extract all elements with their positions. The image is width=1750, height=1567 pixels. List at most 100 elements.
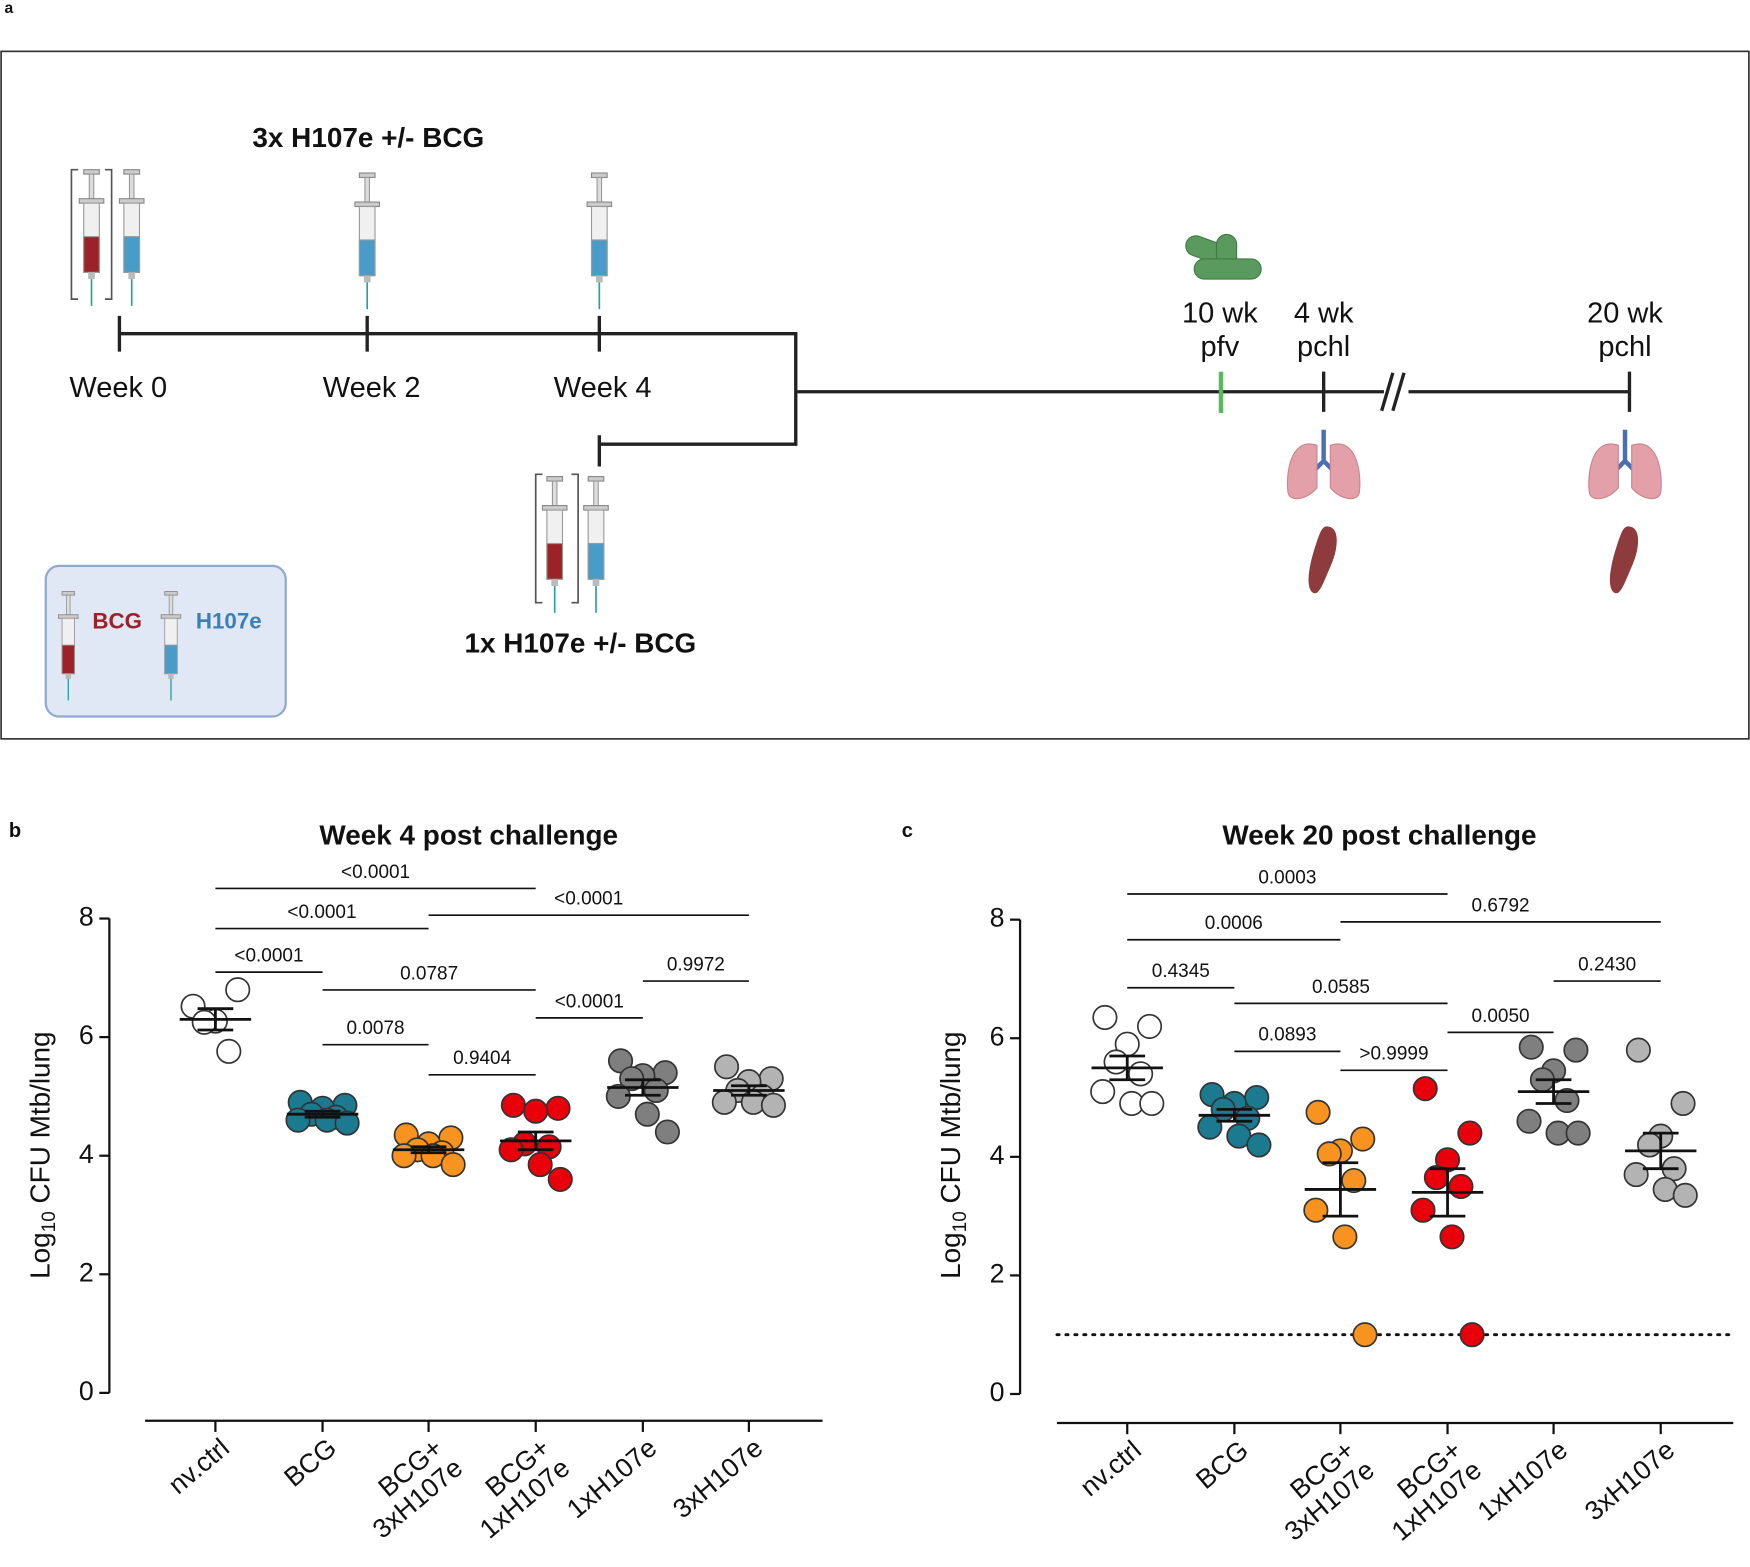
bacteria bbox=[1185, 233, 1262, 280]
milestone-label: 4 wk bbox=[1294, 297, 1354, 329]
sem-bar bbox=[731, 1084, 767, 1097]
panel-label: a bbox=[4, 0, 13, 17]
data-point bbox=[1103, 1049, 1129, 1075]
p-value: 0.9972 bbox=[667, 954, 725, 975]
y-axis-label-sub: 10 bbox=[950, 1211, 971, 1232]
spleen-icon bbox=[1308, 526, 1337, 594]
data-point bbox=[1459, 1322, 1485, 1348]
sem-bar bbox=[1322, 1161, 1359, 1218]
data-point bbox=[440, 1152, 466, 1178]
sem-bar bbox=[1642, 1131, 1679, 1171]
data-point bbox=[216, 1038, 242, 1064]
top-title: 3x H107e +/- BCG bbox=[252, 122, 484, 153]
sem-bar bbox=[625, 1078, 661, 1097]
legend-label: BCG bbox=[92, 609, 142, 634]
data-point bbox=[1303, 1197, 1329, 1223]
legend-label: H107e bbox=[196, 609, 262, 634]
y-tick-label: 6 bbox=[79, 1020, 94, 1050]
x-tick-label: 3xH107e bbox=[1579, 1435, 1680, 1527]
data-point bbox=[1516, 1108, 1542, 1134]
data-point bbox=[225, 977, 251, 1003]
data-point bbox=[1636, 1132, 1663, 1158]
sem-bar bbox=[1535, 1078, 1572, 1105]
p-value: <0.0001 bbox=[341, 862, 410, 883]
p-value: <0.0001 bbox=[287, 902, 356, 923]
data-point bbox=[1565, 1120, 1591, 1146]
milestone-label: 10 wk bbox=[1182, 297, 1258, 329]
y-tick-label: 2 bbox=[990, 1258, 1005, 1288]
y-tick-label: 0 bbox=[79, 1376, 94, 1406]
data-point bbox=[334, 1110, 360, 1136]
data-point bbox=[1092, 1004, 1118, 1031]
week-label: Week 0 bbox=[69, 372, 167, 404]
p-value: >0.9999 bbox=[1359, 1044, 1428, 1065]
p-value: 0.0893 bbox=[1258, 1025, 1316, 1046]
chart-title: Week 20 post challenge bbox=[1222, 819, 1536, 850]
data-point bbox=[523, 1098, 549, 1124]
p-value: <0.0001 bbox=[554, 889, 623, 910]
milestone-label: pchl bbox=[1297, 331, 1350, 363]
y-tick-label: 6 bbox=[990, 1021, 1005, 1051]
data-point bbox=[760, 1092, 786, 1118]
lung-icon bbox=[1589, 430, 1661, 499]
panel-label: c bbox=[902, 820, 913, 842]
p-value: 0.0006 bbox=[1205, 913, 1263, 934]
p-value: 0.0003 bbox=[1258, 867, 1316, 888]
y-axis-label: Log10 CFU Mtb/lung bbox=[935, 1031, 970, 1278]
data-point bbox=[1341, 1167, 1367, 1194]
bottom-title: 1x H107e +/- BCG bbox=[464, 627, 696, 658]
y-tick-label: 8 bbox=[79, 902, 94, 932]
sem-bar bbox=[410, 1145, 447, 1155]
x-tick-label: 1xH107e bbox=[561, 1432, 662, 1524]
p-value: <0.0001 bbox=[234, 946, 303, 967]
x-tick-label: BCG bbox=[1190, 1435, 1254, 1495]
x-tick-label: 1xH107e bbox=[1472, 1435, 1573, 1527]
sem-bar bbox=[304, 1109, 341, 1119]
y-axis-label-part: Log bbox=[935, 1232, 966, 1279]
panel-label: b bbox=[9, 820, 21, 842]
week-label: Week 4 bbox=[554, 372, 652, 404]
panel-frame bbox=[0, 50, 1750, 740]
data-point bbox=[1350, 1126, 1376, 1152]
chart-title: Week 4 post challenge bbox=[319, 819, 618, 850]
data-point bbox=[1563, 1037, 1589, 1063]
data-point bbox=[1518, 1034, 1544, 1060]
legend: BCG H107e bbox=[44, 564, 287, 718]
data-point bbox=[1457, 1120, 1483, 1146]
y-tick-label: 4 bbox=[990, 1140, 1005, 1170]
p-value: 0.0585 bbox=[1312, 977, 1370, 998]
data-point bbox=[1305, 1099, 1331, 1125]
y-tick-label: 4 bbox=[79, 1139, 94, 1169]
data-point bbox=[545, 1095, 571, 1121]
p-value: 0.0050 bbox=[1472, 1006, 1530, 1027]
data-point bbox=[1448, 1173, 1474, 1200]
p-value: 0.6792 bbox=[1472, 895, 1530, 916]
data-point bbox=[607, 1048, 634, 1074]
x-tick-label: nv.ctrl bbox=[163, 1432, 235, 1500]
data-point bbox=[1316, 1141, 1342, 1167]
week-label: Week 2 bbox=[323, 372, 421, 404]
data-point bbox=[1412, 1076, 1438, 1102]
y-tick-label: 2 bbox=[79, 1257, 94, 1287]
data-point bbox=[714, 1054, 740, 1080]
data-point bbox=[1197, 1114, 1223, 1140]
y-axis-label-part: CFU Mtb/lung bbox=[935, 1031, 966, 1211]
data-point bbox=[500, 1092, 526, 1118]
x-tick-label: 3xH107e bbox=[667, 1432, 768, 1524]
p-value: 0.0787 bbox=[400, 963, 458, 984]
y-axis-label-sub: 10 bbox=[39, 1211, 60, 1232]
syringes bbox=[70, 168, 613, 614]
data-point bbox=[1439, 1224, 1465, 1250]
data-point bbox=[1625, 1037, 1651, 1063]
data-point bbox=[527, 1152, 553, 1178]
x-tick-label: nv.ctrl bbox=[1074, 1435, 1146, 1503]
data-point bbox=[547, 1166, 573, 1192]
milestone-label: pfv bbox=[1201, 331, 1240, 363]
milestone-label: 20 wk bbox=[1587, 297, 1663, 329]
y-tick-label: 0 bbox=[990, 1377, 1005, 1407]
data-point bbox=[1410, 1197, 1436, 1223]
data-point bbox=[1670, 1090, 1696, 1117]
lung-icon bbox=[1287, 430, 1359, 499]
